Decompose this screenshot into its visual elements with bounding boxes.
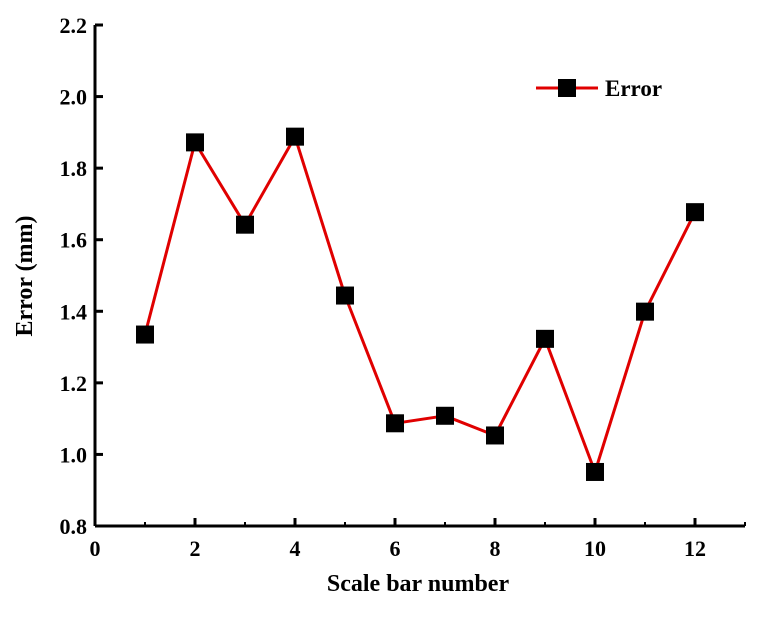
series-line: [143, 135, 697, 474]
data-point: [686, 203, 704, 222]
y-axis-title: Error (mm): [12, 215, 38, 336]
y-tick-label: 1.8: [60, 156, 88, 181]
x-tick-label: 4: [290, 536, 301, 561]
x-tick-label: 12: [684, 536, 706, 561]
y-tick-label: 1.4: [60, 299, 88, 324]
data-point: [186, 133, 204, 152]
y-ticks: 0.8 1.0 1.2 1.4 1.6 1.8 2.0 2.2: [60, 13, 103, 539]
x-ticks: 0 2 4 6 8 10 12: [90, 518, 746, 561]
data-point: [486, 426, 504, 445]
legend-marker: [558, 79, 576, 97]
data-point: [436, 406, 454, 425]
data-point: [286, 127, 304, 146]
data-point: [586, 462, 604, 481]
data-point: [536, 329, 554, 348]
axes: [93, 25, 745, 528]
x-tick-label: 2: [190, 536, 201, 561]
data-point: [636, 302, 654, 321]
x-tick-label: 0: [90, 536, 101, 561]
data-point: [336, 286, 354, 305]
y-tick-label: 2.2: [60, 13, 88, 38]
data-point: [236, 215, 254, 234]
y-tick-label: 1.0: [60, 442, 88, 467]
legend-label: Error: [605, 76, 662, 101]
y-tick-label: 2.0: [60, 85, 88, 110]
y-tick-label: 1.6: [60, 228, 88, 253]
y-tick-label: 0.8: [60, 514, 88, 539]
x-tick-label: 10: [584, 536, 606, 561]
y-tick-label: 1.2: [60, 371, 88, 396]
x-axis-title: Scale bar number: [327, 571, 510, 597]
data-point: [136, 325, 154, 344]
legend: Error: [536, 76, 662, 101]
series-layer: [136, 127, 704, 481]
x-tick-label: 8: [490, 536, 501, 561]
data-point: [386, 414, 404, 433]
x-tick-label: 6: [390, 536, 401, 561]
